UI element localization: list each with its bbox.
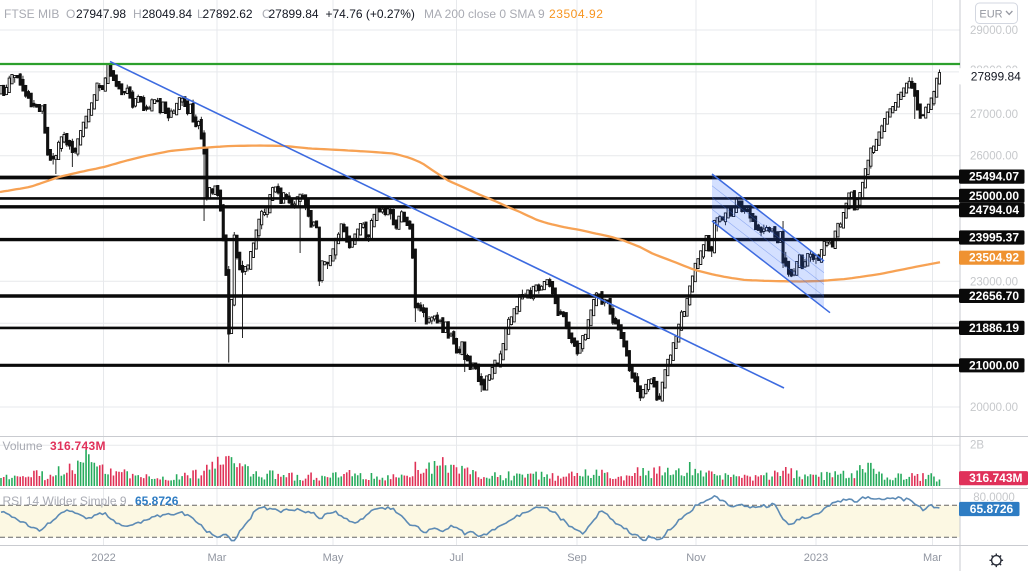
svg-text:Mar: Mar [923,552,942,564]
svg-text:EUR: EUR [979,9,1002,21]
svg-text:24794.04: 24794.04 [969,203,1019,217]
svg-text:21000.00: 21000.00 [969,358,1019,372]
svg-text:RSI 14 Wilder Simple 9: RSI 14 Wilder Simple 9 [3,494,127,508]
svg-text:23000.00: 23000.00 [970,276,1018,288]
svg-text:316.743M: 316.743M [50,439,106,453]
svg-text:2023: 2023 [804,552,828,564]
svg-text:23504.92: 23504.92 [549,7,603,21]
svg-text:65.8726: 65.8726 [970,502,1014,516]
svg-text:Sep: Sep [567,552,587,564]
svg-text:2B: 2B [970,439,984,451]
svg-text:27899.84: 27899.84 [971,69,1021,83]
svg-text:FTSE MIB: FTSE MIB [4,7,59,21]
svg-text:2022: 2022 [91,552,115,564]
svg-text:316.743M: 316.743M [969,471,1022,485]
svg-text:23504.92: 23504.92 [969,251,1019,265]
svg-text:80.0000: 80.0000 [973,492,1015,504]
svg-text:O: O [66,7,75,21]
svg-text:Jul: Jul [449,552,463,564]
svg-text:29000.00: 29000.00 [970,25,1018,37]
svg-text:H: H [133,7,142,21]
svg-text:May: May [323,552,344,564]
svg-text:Nov: Nov [686,552,706,564]
svg-text:MA 200 close 0 SMA 9: MA 200 close 0 SMA 9 [424,7,545,21]
svg-text:Mar: Mar [208,552,227,564]
svg-text:22656.70: 22656.70 [969,289,1019,303]
svg-text:25494.07: 25494.07 [969,170,1019,184]
svg-text:28049.84: 28049.84 [142,7,192,21]
svg-text:27892.62: 27892.62 [203,7,253,21]
svg-text:21886.19: 21886.19 [969,321,1019,335]
svg-text:Volume: Volume [3,439,43,453]
svg-text:27947.98: 27947.98 [76,7,126,21]
svg-text:23995.37: 23995.37 [969,231,1019,245]
svg-text:27000.00: 27000.00 [970,109,1018,121]
svg-text:26000.00: 26000.00 [970,151,1018,163]
svg-text:C: C [262,7,271,21]
svg-text:65.8726: 65.8726 [135,494,179,508]
svg-text:25000.00: 25000.00 [969,189,1019,203]
svg-text:20000.00: 20000.00 [970,402,1018,414]
svg-text:27899.84: 27899.84 [269,7,319,21]
svg-text:+74.76 (+0.27%): +74.76 (+0.27%) [326,7,415,21]
svg-text:L: L [197,7,204,21]
